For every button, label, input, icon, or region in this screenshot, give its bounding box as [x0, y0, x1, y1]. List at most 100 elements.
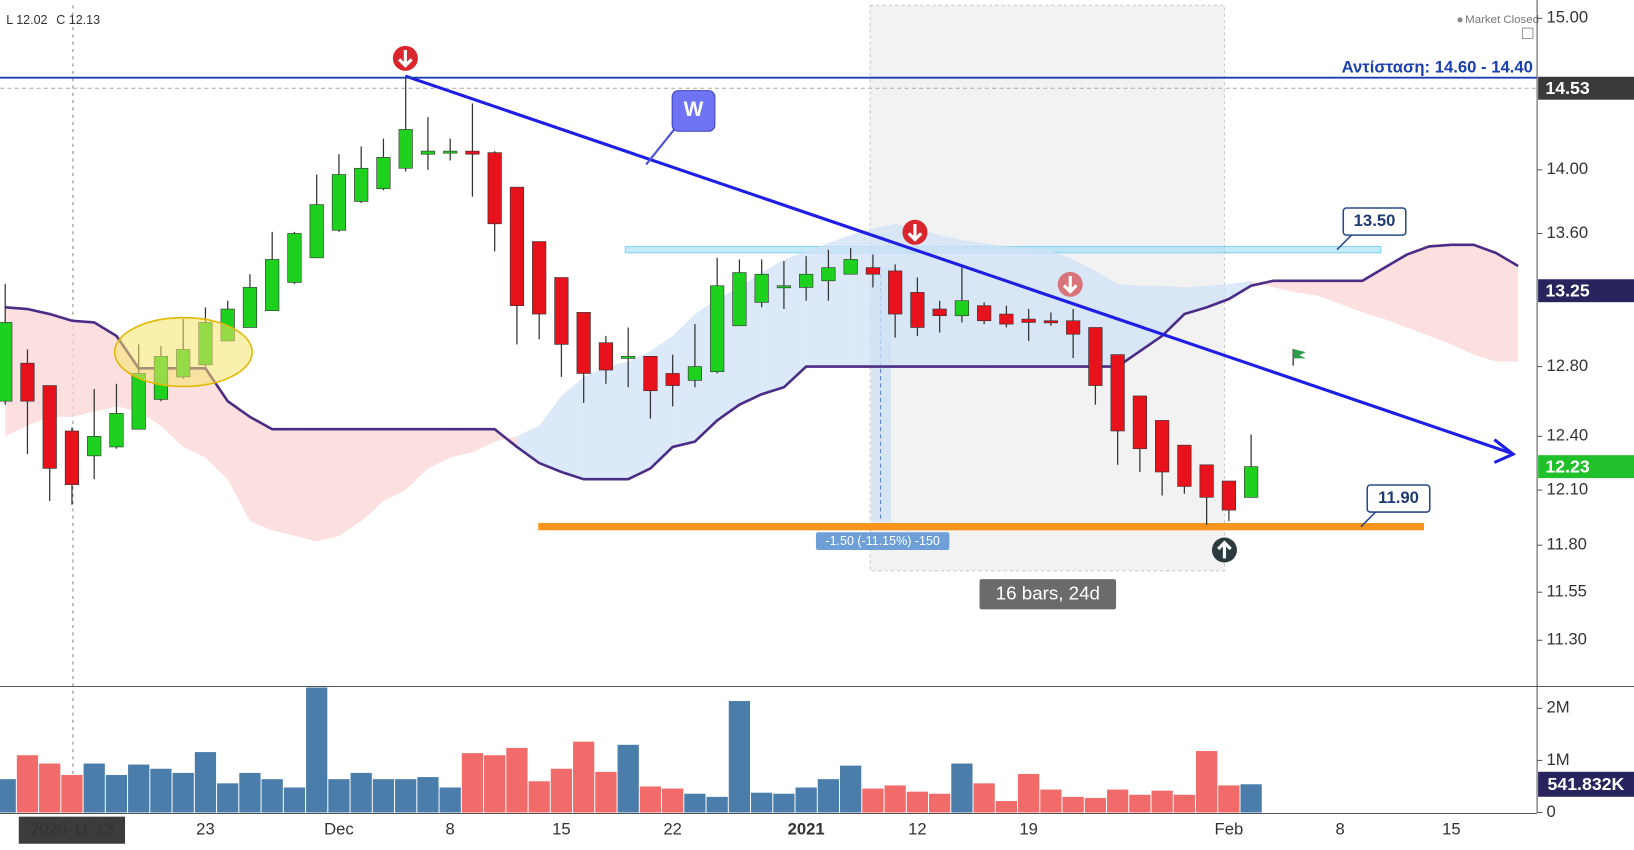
volume-badge-label: 541.832K [1548, 774, 1625, 794]
candle-body [710, 285, 725, 373]
level-band [538, 523, 1425, 531]
candle-body [1244, 466, 1259, 498]
volume-bar [395, 779, 417, 813]
candle-body [487, 152, 502, 225]
candle-body [776, 285, 791, 289]
x-tick-label: 23 [196, 820, 215, 839]
candle-body [465, 150, 480, 155]
candle-body [621, 356, 636, 359]
volume-bar [884, 785, 906, 813]
cloud-segment [1184, 285, 1207, 315]
candle-body [843, 259, 858, 275]
price-badge-label: 12.23 [1545, 456, 1589, 476]
price-badge-label: 14.53 [1545, 78, 1589, 98]
candle-body [443, 150, 458, 154]
x-tick-label: 19 [1019, 820, 1038, 839]
volume-bar [1151, 790, 1173, 813]
candle-body [799, 273, 814, 288]
measure-label: -1.50 (-11.15%) -150 [825, 534, 939, 548]
candle-body [1088, 327, 1103, 386]
y-tick-label: 12.10 [1546, 479, 1588, 498]
volume-bar [817, 779, 840, 813]
volume-bar [1196, 751, 1218, 813]
cloud-segment [1384, 254, 1407, 328]
volume-tick-label: 2M [1546, 698, 1569, 717]
volume-bar [1062, 796, 1084, 813]
cloud-segment [450, 429, 473, 458]
volume-bar [662, 788, 684, 813]
level-label-box [1342, 207, 1407, 236]
cloud-segment [94, 322, 117, 412]
y-tick-label: 13.60 [1546, 223, 1588, 242]
volume-bar [283, 787, 306, 813]
cloud-segment [1406, 246, 1430, 336]
candle-body [265, 259, 280, 312]
cloud-segment [1317, 280, 1341, 305]
volume-badge [1538, 771, 1634, 797]
volume-bar [39, 763, 61, 813]
labels: 15.00 14.00 13.60 12.80 12.40 12.10 11.80 11.55… [30, 8, 1634, 839]
cloud-segment [1340, 280, 1363, 313]
x-tick-label: 2021 [788, 820, 825, 839]
drawing-toolbar[interactable] [1521, 27, 1534, 40]
cloud-segment [605, 361, 629, 480]
candle-body [509, 186, 525, 307]
candle-body [0, 322, 13, 402]
candle-body [643, 356, 658, 392]
volume-bar [239, 772, 261, 813]
candle-body [598, 342, 614, 371]
candle-body [732, 272, 747, 327]
candle-body [532, 241, 547, 315]
candle-body [1155, 420, 1170, 473]
level-label: 11.90 [1378, 488, 1419, 507]
volume-bar [194, 752, 217, 813]
candle-body [687, 366, 703, 381]
volume-bar [1107, 789, 1129, 813]
volume-bar [372, 779, 395, 813]
volume-bar [61, 775, 83, 813]
candle-body [977, 305, 992, 322]
volume-bar [1129, 794, 1151, 813]
toolbar-button[interactable] [1521, 27, 1534, 40]
candle-body [1043, 320, 1058, 324]
cloud-segment [316, 429, 339, 542]
x-tick-label: Feb [1215, 820, 1244, 839]
cloud-segment [405, 429, 428, 491]
volume-bar [728, 701, 751, 813]
volume-bar [83, 763, 105, 813]
volume-bar [1018, 773, 1040, 813]
cloud-segment [561, 376, 584, 480]
candle-body [109, 413, 124, 448]
cloud-segment [1006, 246, 1029, 367]
trend-line [404, 74, 1512, 455]
cloud-segment [1050, 251, 1074, 367]
candle-body [932, 308, 947, 317]
candle-body [665, 373, 680, 386]
candle-body [865, 267, 880, 275]
cloud-segment [361, 429, 384, 522]
candle-body [42, 385, 57, 469]
level-label: 13.50 [1354, 211, 1396, 230]
y-tick-label: 12.40 [1546, 426, 1588, 445]
candle-body [1221, 480, 1236, 511]
volume-bar [261, 779, 283, 813]
candle-body [754, 273, 769, 303]
cloud-segment [895, 223, 918, 367]
cloud-segment [1117, 284, 1140, 367]
volume-bar [617, 744, 639, 813]
volume-bar [417, 777, 439, 813]
cloud-segment [338, 429, 362, 536]
cloud-segment [183, 368, 206, 458]
level-leader [1336, 234, 1353, 251]
cloud-segment [227, 401, 250, 522]
cloud-segment [1139, 285, 1163, 352]
cloud-segment [516, 425, 540, 464]
y-tick-label: 11.30 [1546, 630, 1586, 649]
candle-body [954, 300, 969, 317]
volume-bar [506, 747, 528, 813]
resistance-label: Αντίσταση: 14.60 - 14.40 [1342, 58, 1533, 77]
volume-bar [16, 755, 39, 813]
trend-arrow [1493, 438, 1517, 464]
